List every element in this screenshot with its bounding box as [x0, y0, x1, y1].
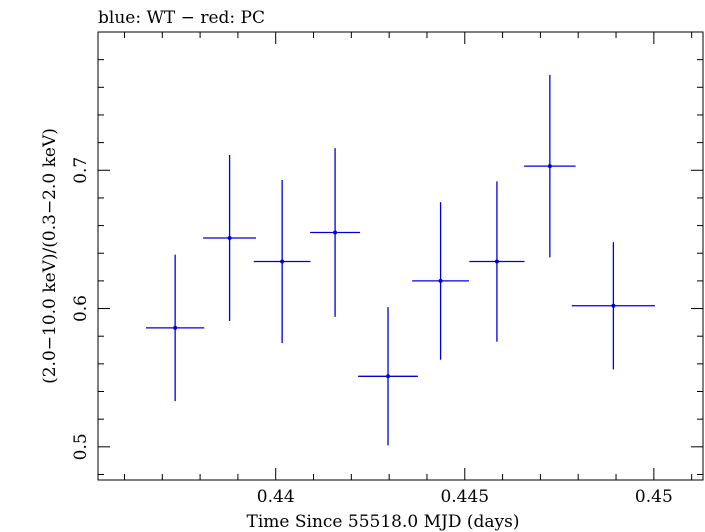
data-marker [611, 303, 616, 308]
data-marker [438, 278, 443, 283]
data-marker [494, 259, 499, 264]
y-axis-label: (2.0−10.0 keV)/(0.3−2.0 keV) [40, 128, 60, 384]
wt-point-8 [571, 242, 655, 370]
x-axis-label: Time Since 55518.0 MJD (days) [247, 512, 520, 532]
data-marker [386, 374, 391, 379]
wt-point-6 [469, 181, 525, 342]
tick-labels: 0.44 0.445 0.45 0.5 0.6 0.7 [71, 157, 673, 507]
wt-point-2 [253, 179, 311, 344]
data-series [146, 74, 655, 446]
wt-point-3 [310, 148, 361, 317]
x-tick-label-2: 0.45 [635, 487, 673, 507]
y-tick-label-0: 0.5 [71, 433, 91, 460]
data-marker [280, 259, 285, 264]
plot-frame [97, 31, 704, 481]
wt-point-1 [203, 155, 257, 321]
data-marker [333, 230, 338, 235]
chart-title: blue: WT − red: PC [98, 8, 265, 28]
axis-ticks [98, 32, 703, 480]
y-tick-label-2: 0.7 [71, 157, 91, 184]
wt-point-4 [358, 307, 418, 446]
data-marker [173, 325, 178, 330]
wt-point-7 [524, 74, 576, 258]
wt-point-0 [146, 254, 205, 402]
data-marker [547, 164, 552, 169]
y-tick-label-1: 0.6 [71, 295, 91, 322]
wt-point-5 [412, 202, 469, 360]
data-marker [227, 236, 232, 241]
x-tick-label-1: 0.445 [440, 487, 489, 507]
x-tick-label-0: 0.44 [257, 487, 295, 507]
